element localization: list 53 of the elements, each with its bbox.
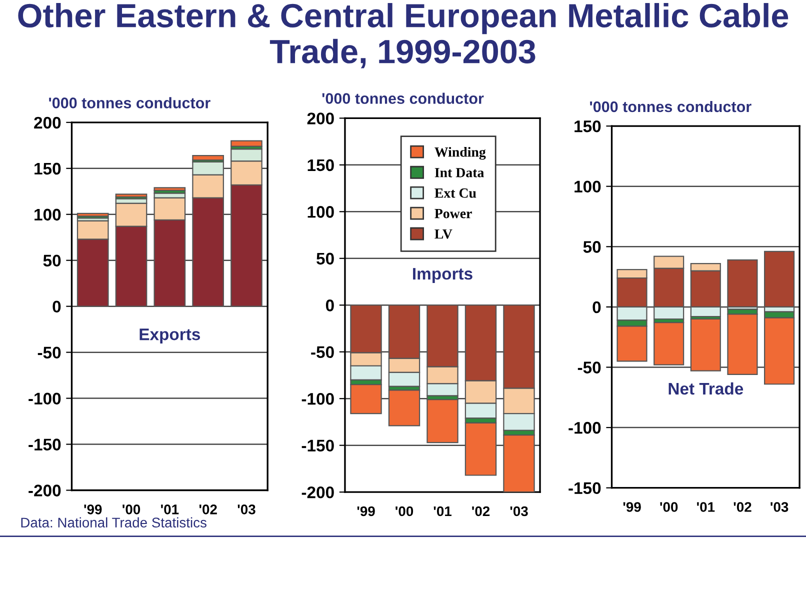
y-tick-label: 100 (574, 180, 601, 193)
y-axis-title: '000 tonnes conductor (49, 97, 210, 108)
x-tick-label: '01 (697, 502, 715, 512)
x-tick-label: '03 (510, 506, 528, 516)
y-tick-label: -100 (568, 422, 601, 434)
y-tick-label: 150 (308, 159, 334, 172)
annotation: Net Trade (668, 382, 744, 395)
y-tick-label: -150 (28, 438, 61, 450)
y-tick-label: 200 (307, 112, 334, 124)
annotation: Imports (413, 268, 472, 283)
text: Other Eastern & Central European Metallic Cable Trade, 1999-2003 (18, 3, 788, 68)
y-tick-label: -100 (28, 392, 61, 404)
y-tick-label: 0 (592, 301, 601, 314)
y-tick-label: 150 (574, 120, 601, 132)
y-tick-label: -50 (38, 346, 61, 359)
legend-label: Power (434, 208, 472, 218)
y-tick-label: 0 (326, 300, 334, 312)
legend-label: LV (434, 229, 452, 239)
annotation: Exports (140, 328, 200, 344)
x-tick-label: '01 (161, 504, 179, 514)
y-tick-label: -200 (302, 486, 334, 498)
x-tick-label: '99 (357, 506, 375, 516)
x-tick-label: '00 (660, 502, 678, 512)
y-tick-label: -50 (311, 346, 334, 358)
y-tick-label: 50 (316, 252, 334, 265)
x-tick-label: '03 (770, 502, 788, 512)
x-tick-label: '03 (238, 504, 256, 514)
y-tick-label: 50 (583, 241, 601, 253)
x-tick-label: '00 (396, 506, 414, 516)
y-tick-label: 100 (34, 208, 61, 221)
y-tick-label: 150 (34, 162, 61, 175)
y-tick-label: 100 (308, 206, 334, 218)
y-tick-label: 200 (34, 116, 61, 129)
x-tick-label: '02 (472, 506, 490, 516)
x-tick-label: '99 (84, 504, 102, 514)
x-tick-label: '99 (623, 502, 641, 512)
y-tick-label: -150 (302, 440, 334, 452)
legend-label: Int Data (434, 168, 484, 178)
x-tick-label: '02 (199, 504, 217, 514)
y-tick-label: -200 (28, 484, 61, 496)
y-tick-label: 0 (52, 300, 61, 313)
x-tick-label: '02 (734, 502, 752, 512)
y-axis-title: '000 tonnes conductor (590, 100, 752, 112)
text: Data: National Trade Statistics (21, 517, 206, 528)
y-tick-label: -100 (302, 393, 334, 405)
legend-label: Winding (434, 146, 486, 160)
legend-label: Ext Cu (434, 188, 476, 198)
y-axis-title: '000 tonnes conductor (322, 92, 484, 104)
y-tick-label: 50 (43, 254, 61, 267)
y-tick-label: -150 (568, 482, 601, 494)
x-tick-label: '00 (122, 504, 140, 514)
x-tick-label: '01 (434, 506, 452, 516)
y-tick-label: -50 (578, 362, 601, 374)
